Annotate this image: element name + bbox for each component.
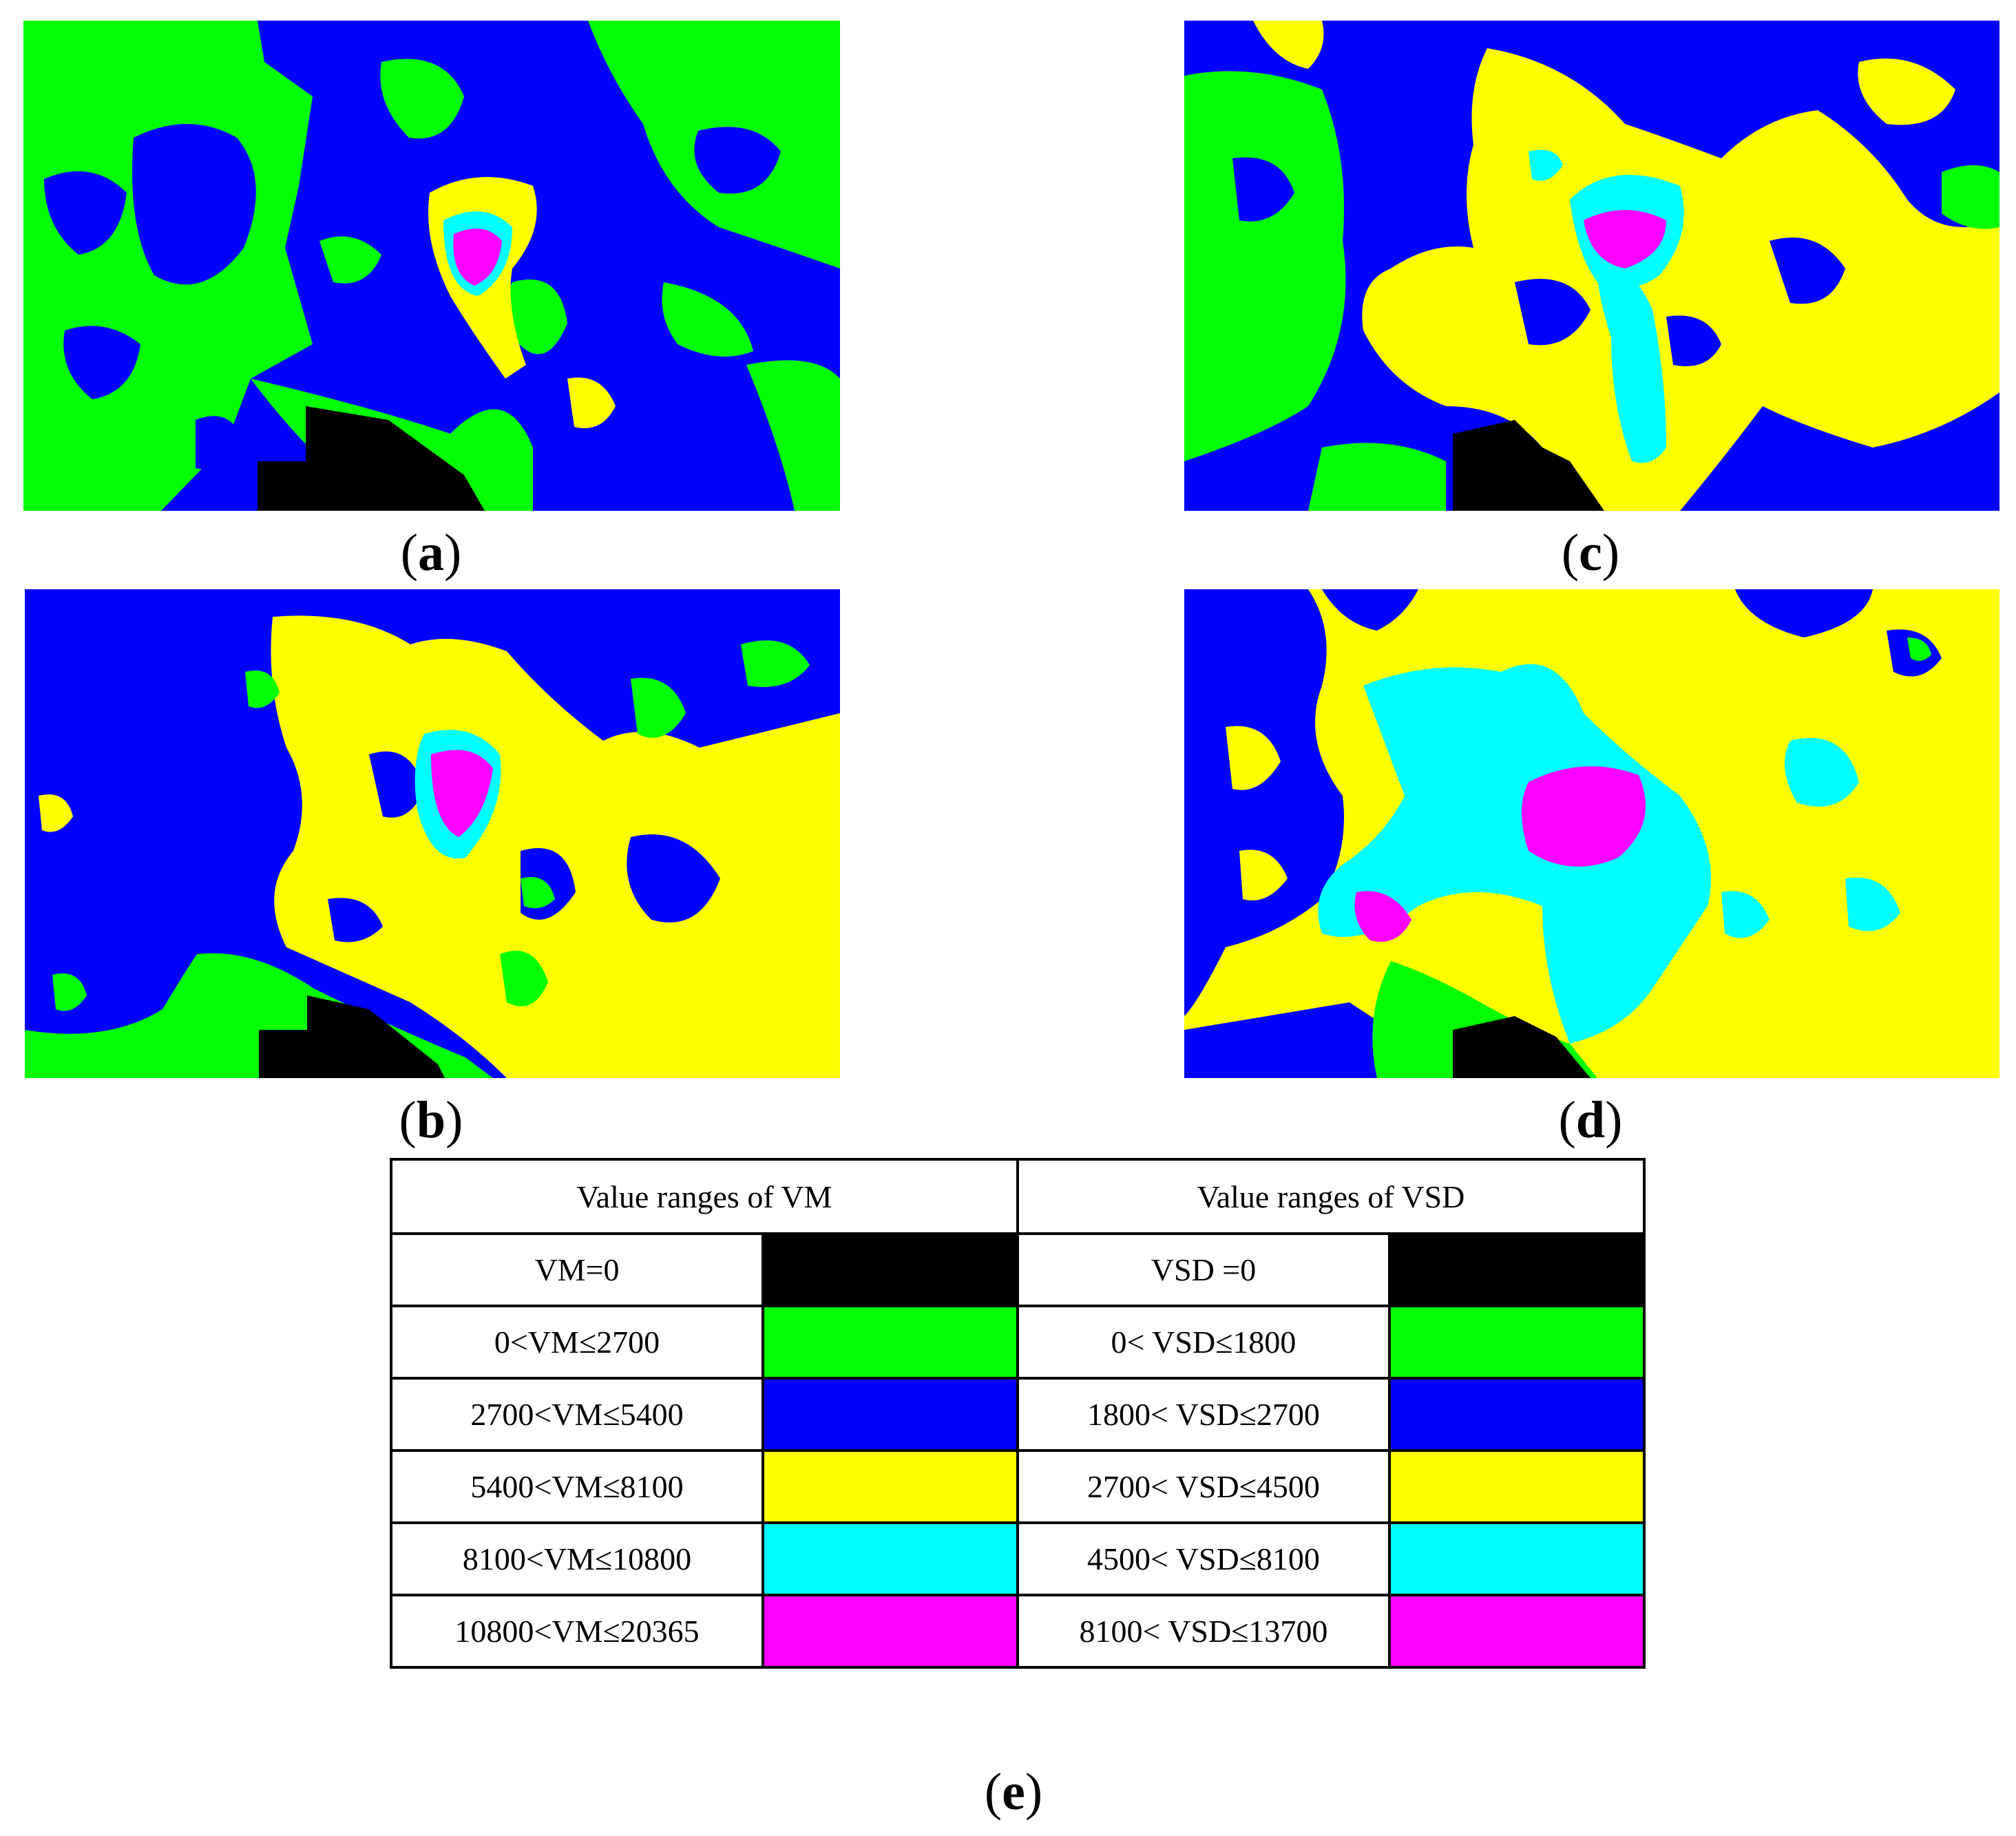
legend-row: VM=0 VSD =0 <box>390 1232 1646 1307</box>
legend-row: 10800<VM≤20365 8100< VSD≤13700 <box>390 1594 1646 1669</box>
vm-header: Value ranges of VM <box>390 1158 1019 1235</box>
vm-color-swatch <box>762 1521 1019 1596</box>
map-a <box>23 21 840 511</box>
panel-label-c: (c) <box>1561 524 1620 582</box>
panel-label-d: (d) <box>1558 1091 1623 1149</box>
panel-label-b: (b) <box>399 1091 463 1149</box>
vsd-color-swatch <box>1388 1232 1646 1307</box>
vsd-range-label: 4500< VSD≤8100 <box>1016 1521 1391 1596</box>
vsd-color-swatch <box>1388 1594 1646 1669</box>
legend-row: 0<VM≤2700 0< VSD≤1800 <box>390 1305 1646 1380</box>
vm-range-label: 8100<VM≤10800 <box>390 1521 764 1596</box>
vm-range-label: VM=0 <box>390 1232 764 1307</box>
legend-header-row: Value ranges of VM Value ranges of VSD <box>390 1158 1646 1235</box>
vm-color-swatch <box>762 1305 1019 1380</box>
legend-row: 2700<VM≤5400 1800< VSD≤2700 <box>390 1377 1646 1452</box>
vsd-header: Value ranges of VSD <box>1016 1158 1646 1235</box>
legend-table: Value ranges of VM Value ranges of VSD V… <box>390 1158 1646 1669</box>
vsd-color-swatch <box>1388 1377 1646 1452</box>
panel-label-a: (a) <box>400 524 462 582</box>
map-b <box>25 589 840 1078</box>
vsd-color-swatch <box>1388 1521 1646 1596</box>
vm-color-swatch <box>762 1594 1019 1669</box>
vsd-range-label: 8100< VSD≤13700 <box>1016 1594 1391 1669</box>
vsd-color-swatch <box>1388 1305 1646 1380</box>
vm-range-label: 0<VM≤2700 <box>390 1305 764 1380</box>
vm-color-swatch <box>762 1449 1019 1524</box>
vm-range-label: 5400<VM≤8100 <box>390 1449 764 1524</box>
map-d <box>1184 589 1999 1078</box>
vsd-range-label: 2700< VSD≤4500 <box>1016 1449 1391 1524</box>
vm-color-swatch <box>762 1377 1019 1452</box>
vm-range-label: 10800<VM≤20365 <box>390 1594 764 1669</box>
vm-color-swatch <box>762 1232 1019 1307</box>
vsd-color-swatch <box>1388 1449 1646 1524</box>
legend-row: 8100<VM≤10800 4500< VSD≤8100 <box>390 1521 1646 1596</box>
vsd-range-label: VSD =0 <box>1016 1232 1391 1307</box>
panel-label-e: (e) <box>984 1763 1043 1821</box>
legend-row: 5400<VM≤8100 2700< VSD≤4500 <box>390 1449 1646 1524</box>
vm-range-label: 2700<VM≤5400 <box>390 1377 764 1452</box>
vsd-range-label: 0< VSD≤1800 <box>1016 1305 1391 1380</box>
map-c <box>1184 21 1999 511</box>
vsd-range-label: 1800< VSD≤2700 <box>1016 1377 1391 1452</box>
